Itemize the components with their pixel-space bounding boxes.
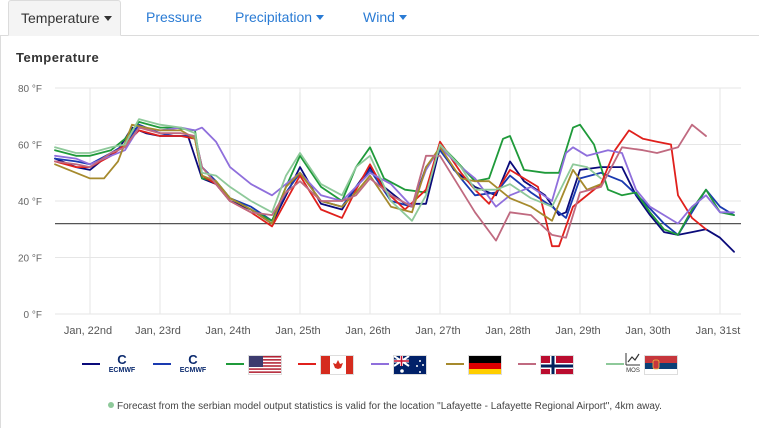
legend-swatch — [153, 363, 171, 365]
legend-item-ecmwf_hres[interactable]: C ECMWF — [82, 352, 135, 380]
legend-swatch — [606, 363, 624, 365]
chart-panel — [0, 36, 759, 428]
legend-swatch — [446, 363, 464, 365]
chart-title: Temperature — [16, 50, 100, 65]
legend-item-germany_icon[interactable] — [446, 352, 502, 380]
chevron-down-icon — [316, 15, 325, 20]
ecmwf-logo-glyph: C — [188, 352, 198, 367]
x-tick-label: Jan, 28th — [485, 325, 530, 337]
y-tick-label: 0 °F — [24, 310, 42, 321]
legend-swatch — [371, 363, 389, 365]
ecmwf-logo-icon: C ECMWF — [102, 353, 142, 379]
mos-chart-icon: MOS — [624, 352, 642, 378]
series-line-norway_yr — [54, 123, 707, 242]
x-tick-label: Jan, 26th — [345, 325, 390, 337]
ecmwf-logo-icon: C ECMWF — [173, 353, 213, 379]
flag-serbia-icon — [644, 355, 678, 375]
flag-germany-icon — [468, 355, 502, 375]
legend-item-norway_yr[interactable] — [518, 352, 574, 380]
temperature-chart: 0 °F 20 °F 40 °F 60 °F 80 °F Jan, 22nd Jan, 23… — [18, 84, 741, 337]
mos-label: MOS — [626, 368, 640, 374]
tab-temperature-label: Temperature — [21, 10, 100, 26]
y-tick-label: 80 °F — [18, 84, 42, 95]
tab-pressure[interactable]: Pressure — [146, 0, 202, 36]
legend-item-ecmwf_ens[interactable]: C ECMWF — [153, 352, 206, 380]
tab-precipitation-label: Precipitation — [235, 9, 313, 25]
tab-precipitation[interactable]: Precipitation — [235, 0, 325, 36]
x-tick-label: Jan, 22nd — [64, 325, 112, 337]
x-tick-label: Jan, 31st — [696, 325, 741, 337]
chevron-down-icon — [103, 16, 112, 21]
y-tick-label: 60 °F — [18, 141, 42, 152]
ecmwf-logo-text: ECMWF — [179, 367, 207, 374]
legend-item-canada_gem[interactable] — [298, 352, 354, 380]
legend-swatch — [518, 363, 536, 365]
ecmwf-logo-glyph: C — [117, 352, 127, 367]
x-tick-label: Jan, 25th — [275, 325, 320, 337]
tab-wind-label: Wind — [363, 9, 395, 25]
flag-usa-icon — [248, 355, 282, 375]
legend-swatch — [298, 363, 316, 365]
y-tick-label: 40 °F — [18, 197, 42, 208]
footnote: Forecast from the serbian model output s… — [108, 401, 662, 412]
serbia-mos-dot-icon — [108, 402, 114, 408]
footnote-text: Forecast from the serbian model output s… — [117, 401, 662, 412]
tab-pressure-label: Pressure — [146, 9, 203, 25]
tab-wind[interactable]: Wind — [363, 0, 407, 36]
x-tick-label: Jan, 27th — [415, 325, 460, 337]
legend-item-serbia_mos[interactable]: MOS — [606, 352, 682, 380]
chevron-down-icon — [398, 15, 407, 20]
flag-canada-icon — [320, 355, 354, 375]
legend-swatch — [82, 363, 100, 365]
y-tick-label: 20 °F — [18, 254, 42, 265]
legend-item-usa_gfs[interactable] — [226, 352, 282, 380]
series-line-serbia_mos — [54, 118, 602, 222]
ecmwf-logo-text: ECMWF — [108, 367, 136, 374]
tab-temperature[interactable]: Temperature — [8, 0, 121, 36]
flag-norway-icon — [540, 355, 574, 375]
legend-swatch — [226, 363, 244, 365]
flag-australia-icon — [393, 355, 427, 375]
x-tick-label: Jan, 24th — [205, 325, 250, 337]
tab-bar: Temperature Pressure Precipitation Wind — [0, 0, 759, 36]
x-tick-label: Jan, 30th — [625, 325, 670, 337]
x-tick-label: Jan, 29th — [555, 325, 600, 337]
legend-item-australia_access[interactable] — [371, 352, 427, 380]
x-tick-label: Jan, 23rd — [135, 325, 181, 337]
series-line-australia_access — [54, 126, 735, 225]
